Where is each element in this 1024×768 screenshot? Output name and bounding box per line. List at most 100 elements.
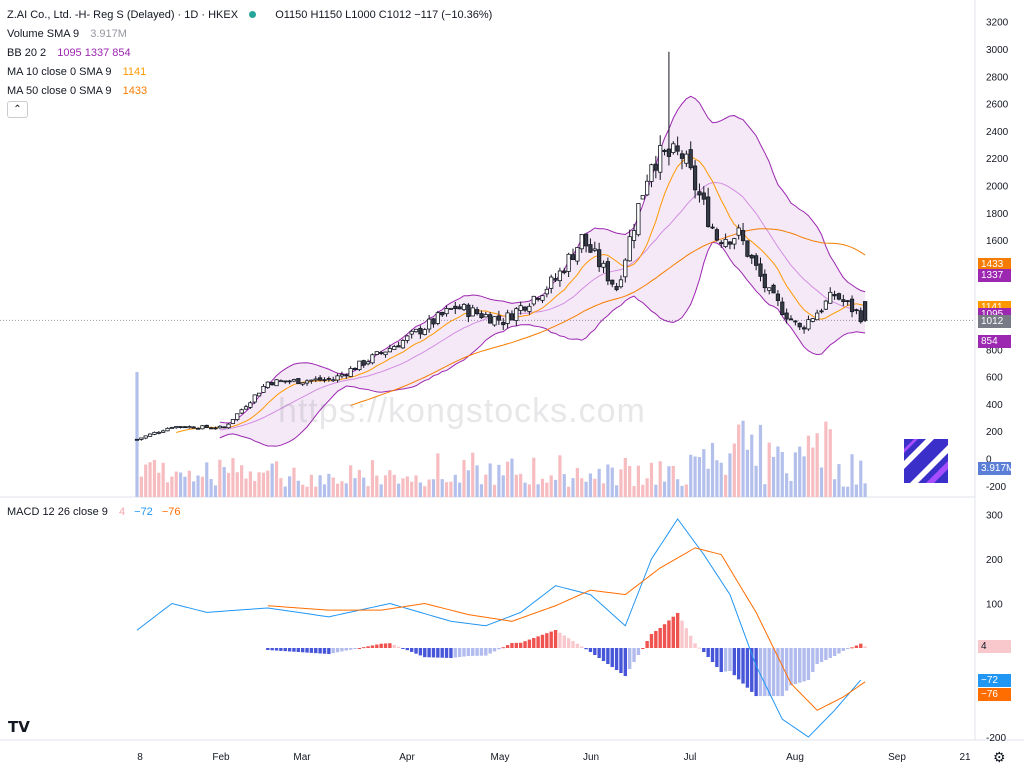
candle-body <box>361 360 366 366</box>
candle-body <box>719 242 724 245</box>
candle <box>793 320 798 326</box>
candle-body <box>422 329 427 336</box>
macd-histogram-bar <box>423 648 427 658</box>
candle-body <box>832 294 837 297</box>
ma10-legend[interactable]: MA 10 close 0 SMA 9 1141 <box>7 65 146 79</box>
macd-histogram-bar <box>763 648 767 697</box>
volume-bar <box>296 480 300 497</box>
macd-histogram-bar <box>327 648 331 655</box>
candle <box>348 366 353 378</box>
gear-icon[interactable]: ⚙ <box>993 749 1006 765</box>
volume-bar <box>344 483 348 497</box>
candle <box>352 367 358 371</box>
candle-body <box>147 433 153 437</box>
volume-bar <box>567 486 571 497</box>
volume-bar <box>274 461 279 497</box>
candle <box>422 327 427 336</box>
macd-histogram-bar <box>300 648 305 653</box>
volume-bar <box>253 480 257 497</box>
volume-bar <box>213 485 218 497</box>
volume-bar <box>157 472 161 497</box>
candle-body <box>649 164 654 182</box>
volume-bar <box>383 475 388 497</box>
volume-bar <box>859 460 863 497</box>
candle-body <box>239 409 244 414</box>
macd-histogram-bar <box>536 636 540 648</box>
volume-bar <box>553 479 558 497</box>
candle-body <box>749 254 754 259</box>
candle-body <box>335 375 340 381</box>
candle <box>797 322 802 330</box>
candle-body <box>339 374 345 377</box>
candle <box>815 309 820 321</box>
volume-bar <box>514 474 518 497</box>
candle-body <box>583 233 589 247</box>
macd-histogram-bar <box>623 648 628 677</box>
macd-histogram-bar <box>802 648 806 682</box>
volume-label: Volume SMA 9 <box>7 28 80 40</box>
candle <box>679 150 685 170</box>
candle <box>675 136 680 156</box>
volume-bar <box>196 475 200 497</box>
volume-bar <box>349 465 353 497</box>
volume-bar <box>362 477 366 497</box>
candle <box>645 174 650 197</box>
candle <box>610 279 615 288</box>
volume-bar <box>785 473 789 497</box>
collapse-legend-button[interactable]: ⌃ <box>7 101 28 118</box>
volume-bar <box>771 456 776 497</box>
volume-bar <box>758 424 763 497</box>
volume-value: 3.917M <box>90 28 127 40</box>
candle <box>387 344 392 353</box>
macd-histogram-bar <box>331 648 335 654</box>
candle <box>653 155 658 179</box>
candle <box>143 435 148 440</box>
candle-body <box>470 307 475 317</box>
candle <box>845 300 850 306</box>
symbol-legend[interactable]: Z.AI Co., Ltd. -H- Reg S (Delayed) · 1D … <box>7 8 492 22</box>
macd-histogram-bar <box>675 612 680 648</box>
candle-body <box>383 351 388 356</box>
volume-bar <box>715 460 719 497</box>
candle <box>217 425 222 429</box>
candle <box>483 311 488 318</box>
bb-legend[interactable]: BB 20 2 1095 1337 854 <box>7 46 131 60</box>
candle-body <box>379 352 384 354</box>
volume-legend[interactable]: Volume SMA 9 3.917M <box>7 27 127 41</box>
candle <box>658 135 663 180</box>
volume-bar <box>414 475 418 497</box>
candle <box>784 308 789 324</box>
symbol-title[interactable]: Z.AI Co., Ltd. -H- Reg S (Delayed) · 1D … <box>7 9 239 21</box>
volume-bar <box>449 481 453 497</box>
tradingview-logo[interactable]: TV <box>8 718 30 736</box>
candle-body <box>453 305 458 310</box>
candle-body <box>274 379 279 387</box>
ma10-value: 1141 <box>122 66 147 78</box>
ma50-legend[interactable]: MA 50 close 0 SMA 9 1433 <box>7 84 147 98</box>
candle <box>605 257 610 286</box>
candle <box>501 318 506 330</box>
volume-bar <box>466 470 470 497</box>
macd-histogram-bar <box>837 648 841 654</box>
macd-legend[interactable]: MACD 12 26 close 9 4 −72 −76 <box>7 505 181 519</box>
candle-body <box>344 374 349 377</box>
volume-bar <box>702 449 706 497</box>
candle-body <box>645 180 650 196</box>
macd-histogram-bar <box>283 648 287 652</box>
macd-histogram-bar <box>614 648 619 671</box>
candle-body <box>828 291 833 304</box>
candle <box>278 379 283 383</box>
macd-histogram-bar <box>501 647 505 649</box>
volume-bar <box>641 484 645 497</box>
macd-histogram-bar <box>566 638 571 648</box>
candle <box>182 425 188 429</box>
macd-histogram-bar <box>636 648 641 656</box>
time-tick-label: Feb <box>212 752 230 763</box>
macd-histogram-bar <box>457 648 462 658</box>
macd-histogram-bar <box>418 648 423 656</box>
candle <box>540 295 545 304</box>
volume-bar <box>584 481 588 497</box>
volume-bar <box>423 486 427 497</box>
candle-body <box>605 261 610 282</box>
candle <box>749 253 754 265</box>
